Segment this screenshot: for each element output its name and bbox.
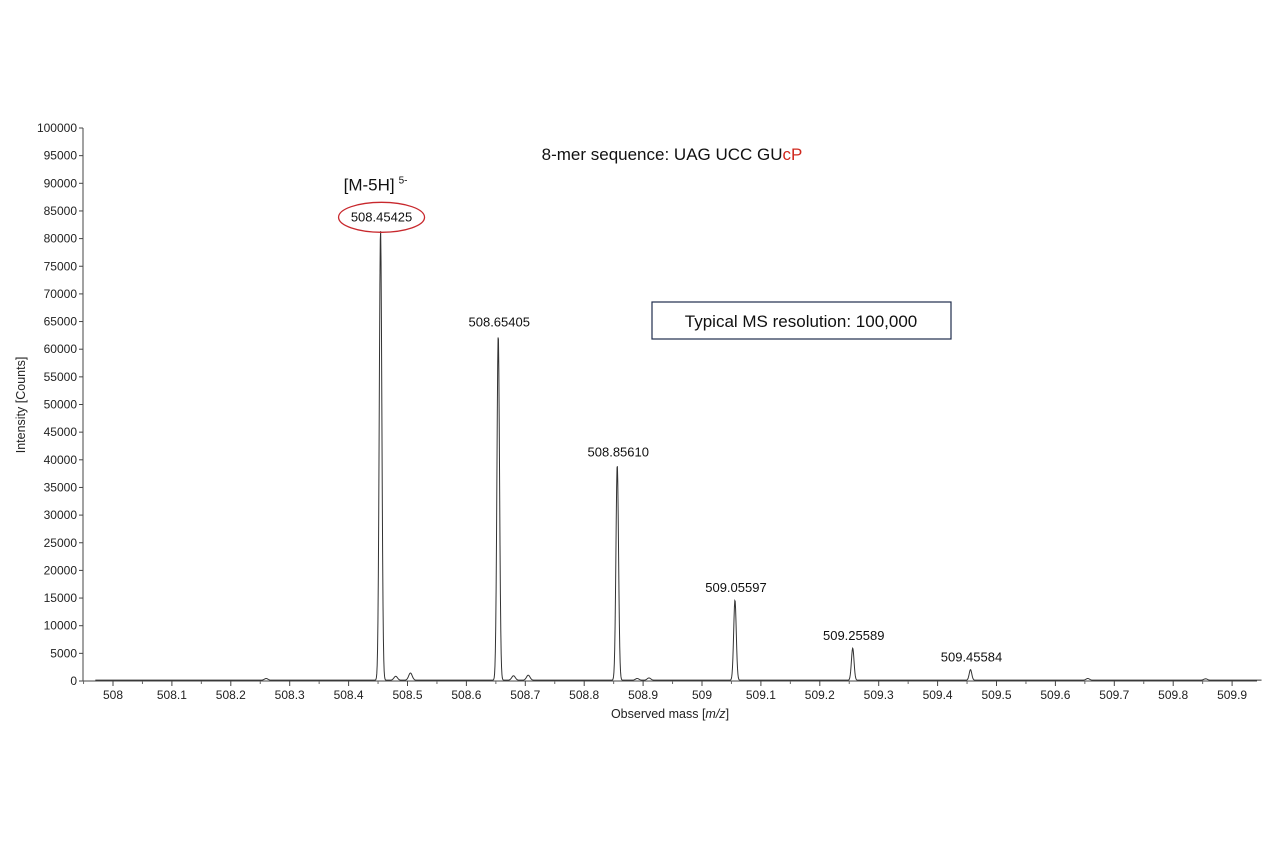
peak-label: 508.45425 bbox=[351, 209, 412, 224]
y-tick-label: 65000 bbox=[44, 315, 78, 329]
x-tick-label: 508 bbox=[103, 688, 123, 702]
x-tick-label: 509.3 bbox=[864, 688, 894, 702]
x-tick-label: 509.8 bbox=[1158, 688, 1188, 702]
y-tick-label: 35000 bbox=[44, 480, 78, 494]
y-tick-label: 10000 bbox=[44, 619, 78, 633]
peak-labels: 508.45425 508.65405 508.85610 509.05597 509.… bbox=[351, 209, 1002, 664]
x-tick-label: 509 bbox=[692, 688, 712, 702]
x-tick-label: 509.5 bbox=[981, 688, 1011, 702]
y-tick-label: 50000 bbox=[44, 398, 78, 412]
resolution-note-box bbox=[651, 301, 952, 340]
y-tick-label: 40000 bbox=[44, 453, 78, 467]
y-tick-label: 25000 bbox=[44, 536, 78, 550]
highlight-ellipse bbox=[337, 201, 426, 233]
peak-label: 509.05597 bbox=[705, 580, 766, 595]
resolution-note: Typical MS resolution: 100,000 bbox=[685, 312, 917, 331]
y-tick-label: 80000 bbox=[44, 232, 78, 246]
y-axis-title: Intensity [Counts] bbox=[14, 357, 28, 454]
x-axis-title: Observed mass [m/z] bbox=[611, 707, 729, 721]
x-tick-label: 509.2 bbox=[805, 688, 835, 702]
y-tick-label: 90000 bbox=[44, 176, 78, 190]
chart-title-highlight: cP bbox=[783, 145, 803, 164]
peak-label: 509.25589 bbox=[823, 628, 884, 643]
x-tick-label: 509.1 bbox=[746, 688, 776, 702]
y-tick-label: 20000 bbox=[44, 563, 78, 577]
y-ticks: 0 5000 10000 15000 20000 25000 30000 35000 40000… bbox=[37, 121, 83, 688]
y-tick-label: 95000 bbox=[44, 149, 78, 163]
y-tick-label: 60000 bbox=[44, 342, 78, 356]
chart-title-text: 8-mer sequence: UAG UCC GU bbox=[542, 145, 783, 164]
y-tick-label: 75000 bbox=[44, 259, 78, 273]
x-tick-label: 509.9 bbox=[1217, 688, 1247, 702]
x-tick-label: 508.4 bbox=[334, 688, 364, 702]
ion-label: [M-5H] 5- bbox=[344, 175, 408, 194]
x-axis-title-prefix: Observed mass [ bbox=[611, 707, 706, 721]
x-ticks: 508 508.1 508.2 508.3 508.4 508.5 508.6 508.7 50… bbox=[83, 681, 1247, 702]
x-tick-label: 508.5 bbox=[392, 688, 422, 702]
y-tick-label: 0 bbox=[70, 674, 77, 688]
y-tick-label: 45000 bbox=[44, 425, 78, 439]
x-tick-label: 508.3 bbox=[275, 688, 305, 702]
x-tick-label: 509.4 bbox=[923, 688, 953, 702]
x-tick-label: 508.7 bbox=[510, 688, 540, 702]
y-tick-label: 55000 bbox=[44, 370, 78, 384]
axes bbox=[82, 128, 1257, 682]
y-tick-label: 85000 bbox=[44, 204, 78, 218]
ion-charge: 5- bbox=[399, 175, 408, 186]
y-tick-label: 5000 bbox=[50, 646, 77, 660]
x-tick-label: 509.7 bbox=[1099, 688, 1129, 702]
x-tick-label: 508.6 bbox=[451, 688, 481, 702]
x-axis-title-italic: m/z bbox=[705, 707, 726, 721]
ion-label-text: [M-5H] bbox=[344, 175, 395, 194]
x-tick-label: 508.9 bbox=[628, 688, 658, 702]
y-tick-label: 15000 bbox=[44, 591, 78, 605]
x-tick-label: 509.6 bbox=[1040, 688, 1070, 702]
spectrum-line bbox=[95, 231, 1262, 681]
y-tick-label: 30000 bbox=[44, 508, 78, 522]
peak-label: 508.65405 bbox=[469, 314, 530, 329]
y-tick-label: 70000 bbox=[44, 287, 78, 301]
x-tick-label: 508.1 bbox=[157, 688, 187, 702]
y-tick-label: 100000 bbox=[37, 121, 77, 135]
peak-label: 508.85610 bbox=[588, 444, 649, 459]
x-axis-title-suffix: ] bbox=[726, 707, 729, 721]
chart-title: 8-mer sequence: UAG UCC GUcP bbox=[542, 145, 803, 164]
x-tick-label: 508.2 bbox=[216, 688, 246, 702]
peak-label: 509.45584 bbox=[941, 649, 1002, 664]
x-tick-label: 508.8 bbox=[569, 688, 599, 702]
